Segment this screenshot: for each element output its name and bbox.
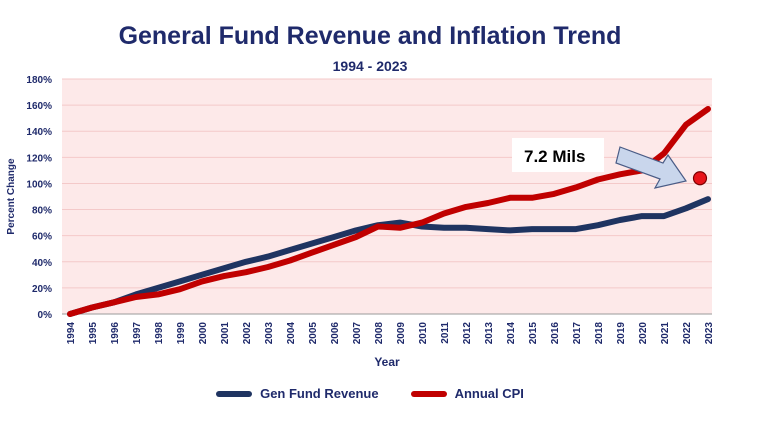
x-tick-label: 1998 <box>154 322 165 345</box>
legend-swatch <box>216 390 253 397</box>
annotation: 7.2 Mils <box>512 138 708 189</box>
x-tick-label: 2006 <box>330 322 341 345</box>
x-tick-label: 2000 <box>198 322 209 345</box>
x-tick-label: 2009 <box>396 322 407 345</box>
x-tick-label: 1999 <box>176 322 187 345</box>
plot-area <box>62 79 712 314</box>
x-tick-label: 2003 <box>264 322 275 345</box>
y-tick-label: 180% <box>26 75 52 86</box>
series-line-1 <box>67 106 711 317</box>
x-tick-label: 1997 <box>132 322 143 345</box>
x-tick-label: 2022 <box>682 322 693 345</box>
y-axis-ticks: 0% 20% 40% 60% 80% 100% 120% 140% 160% 180% <box>26 75 52 321</box>
series-line-0 <box>67 196 711 317</box>
x-tick-label: 2018 <box>594 322 605 345</box>
x-tick-label: 1995 <box>88 322 99 345</box>
x-tick-label: 2014 <box>506 322 517 345</box>
x-tick-label: 2017 <box>572 322 583 345</box>
legend-item-1: Annual CPI <box>410 386 524 401</box>
x-tick-label: 1996 <box>110 322 121 345</box>
x-tick-label: 2011 <box>440 322 451 344</box>
x-tick-label: 2012 <box>462 322 473 345</box>
y-tick-label: 0% <box>38 310 53 321</box>
x-tick-label: 2004 <box>286 322 297 345</box>
y-tick-label: 120% <box>26 153 52 164</box>
x-tick-label: 1994 <box>66 322 77 345</box>
legend-item-0: Gen Fund Revenue <box>216 386 379 401</box>
x-tick-label: 2021 <box>660 322 671 345</box>
y-tick-label: 140% <box>26 127 52 138</box>
annotation-arrow <box>615 146 687 189</box>
y-tick-label: 160% <box>26 101 52 112</box>
y-tick-label: 100% <box>26 179 52 190</box>
legend: Gen Fund Revenue Annual CPI <box>0 386 740 401</box>
x-axis-ticks: 1994 1995 1996 1997 1998 1999 2000 2001 2002 2003… <box>66 322 715 345</box>
x-tick-label: 2005 <box>308 322 319 345</box>
x-tick-label: 2008 <box>374 322 385 345</box>
annotation-point <box>692 171 708 186</box>
x-tick-label: 2016 <box>550 322 561 345</box>
x-tick-label: 2013 <box>484 322 495 345</box>
annotation-label: 7.2 Mils <box>524 147 585 166</box>
legend-label: Gen Fund Revenue <box>260 386 379 401</box>
gridlines <box>62 78 712 315</box>
x-tick-label: 2001 <box>220 322 231 345</box>
y-tick-label: 20% <box>32 284 52 295</box>
chart-title: General Fund Revenue and Inflation Trend <box>118 22 622 50</box>
y-tick-label: 80% <box>32 206 52 217</box>
x-tick-label: 2020 <box>638 322 649 345</box>
chart-subtitle: 1994 - 2023 <box>332 58 408 74</box>
x-tick-label: 2010 <box>418 322 429 345</box>
x-tick-label: 2023 <box>704 322 715 345</box>
y-tick-label: 40% <box>32 258 52 269</box>
x-tick-label: 2002 <box>242 322 253 345</box>
legend-label: Annual CPI <box>454 386 524 401</box>
y-axis-label: Percent Change <box>6 158 17 235</box>
y-tick-label: 60% <box>32 232 52 243</box>
annotation-box <box>512 138 604 172</box>
legend-swatch <box>410 390 447 397</box>
series-lines <box>67 106 711 317</box>
x-axis-label: Year <box>374 355 400 369</box>
x-tick-label: 2007 <box>352 322 363 345</box>
x-tick-label: 2019 <box>616 322 627 345</box>
x-tick-label: 2015 <box>528 322 539 345</box>
